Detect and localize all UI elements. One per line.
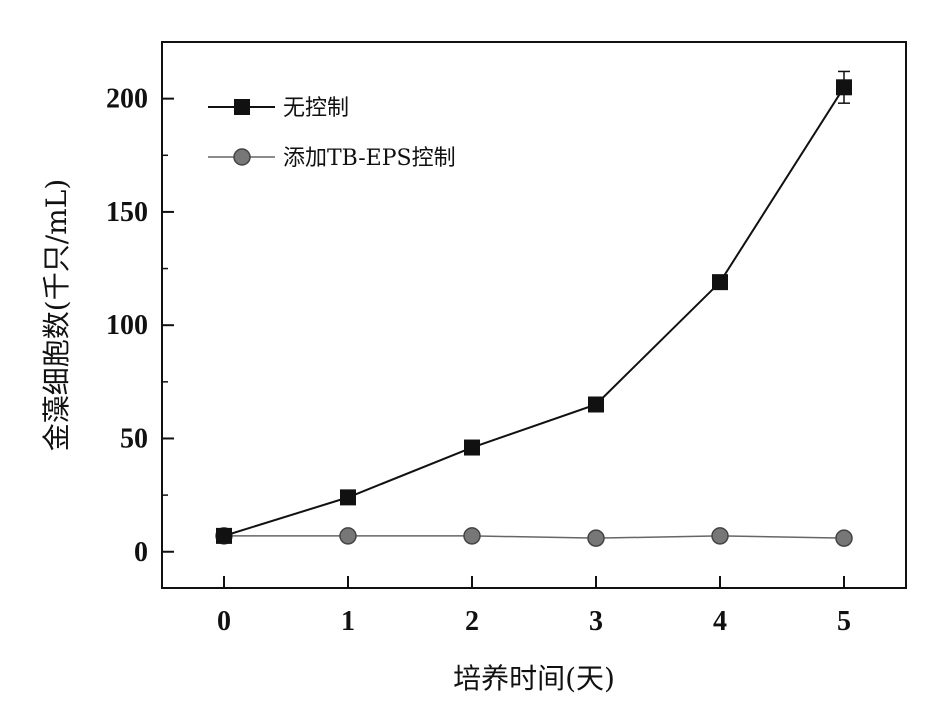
x-tick-label: 1 [341, 606, 355, 637]
data-point-square [836, 79, 852, 95]
legend-label: 添加TB-EPS控制 [283, 146, 456, 171]
data-point-circle [588, 530, 604, 546]
series-2 [216, 528, 852, 546]
y-tick-labels: 0 50 100 150 200 [106, 84, 148, 568]
y-tick-label: 0 [134, 537, 148, 568]
x-tick-label: 0 [217, 606, 231, 637]
x-tick-label: 2 [465, 606, 479, 637]
data-point-square [216, 528, 232, 544]
y-tick-label: 150 [106, 197, 148, 228]
axis-ticks [162, 99, 844, 588]
data-point-circle [340, 528, 356, 544]
data-point-circle [712, 528, 728, 544]
legend-square-icon [234, 99, 250, 115]
y-tick-label: 100 [106, 310, 148, 341]
legend-item-2: 添加TB-EPS控制 [208, 146, 456, 171]
data-point-square [464, 440, 480, 456]
x-tick-label: 3 [589, 606, 603, 637]
plot-frame [162, 42, 906, 588]
data-point-circle [464, 528, 480, 544]
data-point-square [588, 396, 604, 412]
y-axis-title: 金藻细胞数(千只/mL) [40, 179, 73, 451]
y-tick-label: 50 [120, 423, 148, 454]
data-point-square [340, 489, 356, 505]
y-tick-label: 200 [106, 84, 148, 115]
series-line [224, 536, 844, 538]
legend-circle-icon [234, 149, 250, 165]
series-layer [216, 71, 852, 546]
data-point-circle [836, 530, 852, 546]
legend-item-1: 无控制 [208, 96, 349, 121]
data-point-square [712, 274, 728, 290]
x-tick-labels: 0 1 2 3 4 5 [217, 606, 851, 637]
x-tick-label: 4 [713, 606, 727, 637]
x-tick-label: 5 [837, 606, 851, 637]
legend-label: 无控制 [283, 96, 349, 121]
x-axis-title: 培养时间(天) [453, 662, 615, 695]
chart: 0 50 100 150 200 0 1 2 3 4 5 培养时间(天) 金藻细胞数(千只/mL)… [0, 0, 927, 712]
legend: 无控制添加TB-EPS控制 [208, 96, 456, 171]
series-1 [216, 71, 852, 543]
